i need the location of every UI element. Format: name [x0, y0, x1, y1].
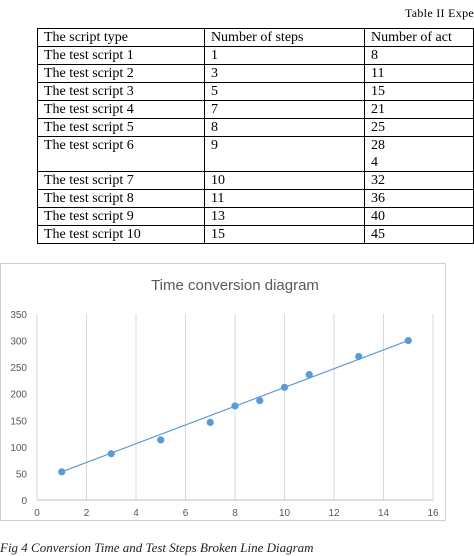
- cell-script-type: The test script 1: [37, 46, 205, 65]
- table-row: The test script 5 8 25: [37, 118, 474, 137]
- header-number-of-act: Number of act: [364, 28, 474, 47]
- y-tick-label: 250: [10, 363, 27, 374]
- x-tick-label: 2: [84, 508, 90, 519]
- cell-number-of-steps: 10: [203, 171, 366, 190]
- header-script-type: The script type: [37, 28, 205, 47]
- cell-script-type: The test script 9: [37, 207, 205, 226]
- table-body: The test script 1 1 8 The test script 2 3 11 T…: [37, 46, 474, 244]
- cell-number-of-act: 36: [364, 189, 474, 208]
- y-tick-label: 350: [10, 310, 27, 321]
- data-point: [305, 370, 313, 379]
- cell-number-of-act: 8: [364, 46, 474, 65]
- cell-script-type: The test script 3: [37, 82, 205, 101]
- cell-script-type: The test script 8: [37, 189, 205, 208]
- cell-script-type: The test script 2: [37, 64, 205, 83]
- x-tick-label: 16: [427, 508, 439, 519]
- table-row: The test script 6 9 28 4: [37, 136, 474, 172]
- table-row: The test script 3 5 15: [37, 82, 474, 101]
- header-number-of-steps: Number of steps: [203, 28, 366, 47]
- data-point: [58, 468, 66, 476]
- cell-number-of-steps: 9: [203, 136, 366, 172]
- data-point: [107, 450, 115, 458]
- chart-container: Time conversion diagram 0 50 100 150 200 250 30…: [0, 263, 446, 521]
- x-tick-label: 10: [279, 508, 291, 519]
- data-table: The script type Number of steps Number o…: [37, 28, 474, 244]
- data-point: [157, 436, 165, 444]
- y-tick-label: 300: [10, 337, 27, 348]
- scatter-chart: Time conversion diagram05010015020025030…: [10, 277, 439, 519]
- cell-script-type: The test script 4: [37, 100, 205, 119]
- x-tick-label: 0: [34, 508, 40, 519]
- cell-number-of-act: 40: [364, 207, 474, 226]
- data-point: [355, 352, 363, 361]
- data-point: [231, 402, 239, 410]
- cell-number-of-act: 25: [364, 118, 474, 137]
- cell-script-type: The test script 10: [37, 225, 205, 244]
- y-tick-label: 0: [21, 496, 27, 507]
- chart-title: Time conversion diagram: [151, 277, 319, 294]
- x-tick-label: 4: [133, 508, 139, 519]
- cell-number-of-act: 32: [364, 171, 474, 190]
- table-header-row: The script type Number of steps Number o…: [37, 28, 474, 47]
- table-row: The test script 10 15 45: [37, 225, 474, 244]
- data-point: [280, 383, 289, 391]
- table-row: The test script 7 10 32: [37, 171, 474, 190]
- x-tick-label: 8: [232, 508, 238, 519]
- figure-caption: Fig 4 Conversion Time and Test Steps Bro…: [0, 540, 314, 555]
- cell-script-type: The test script 5: [37, 118, 205, 137]
- y-tick-label: 100: [10, 443, 27, 454]
- cell-number-of-act: 15: [364, 82, 474, 101]
- table-row: The test script 4 7 21: [37, 100, 474, 119]
- cell-number-of-steps: 11: [203, 189, 366, 208]
- cell-number-of-steps: 1: [203, 46, 366, 65]
- x-tick-label: 6: [183, 508, 189, 519]
- cell-number-of-act: 45: [364, 225, 474, 244]
- table-caption: Table II Expe: [404, 6, 474, 20]
- data-point: [256, 397, 264, 405]
- cell-number-of-steps: 13: [203, 207, 366, 226]
- y-tick-label: 150: [10, 416, 27, 427]
- table-row: The test script 8 11 36: [37, 189, 474, 208]
- cell-number-of-steps: 7: [203, 100, 366, 119]
- data-point: [404, 336, 412, 345]
- table-row: The test script 2 3 11: [37, 64, 474, 83]
- cell-number-of-steps: 15: [203, 225, 366, 244]
- cell-script-type: The test script 7: [37, 171, 205, 190]
- cell-number-of-steps: 5: [203, 82, 366, 101]
- table-row: The test script 9 13 40: [37, 207, 474, 226]
- cell-number-of-act: 28 4: [364, 136, 474, 172]
- cell-number-of-steps: 3: [203, 64, 366, 83]
- cell-number-of-act: 21: [364, 100, 474, 119]
- cell-number-of-steps: 8: [203, 118, 366, 137]
- y-tick-label: 50: [16, 469, 28, 480]
- cell-script-type: The test script 6: [37, 136, 205, 172]
- x-tick-label: 12: [328, 508, 340, 519]
- cell-number-of-act: 11: [364, 64, 474, 83]
- data-point: [206, 418, 214, 427]
- y-tick-label: 200: [10, 390, 27, 401]
- x-tick-label: 14: [378, 508, 390, 519]
